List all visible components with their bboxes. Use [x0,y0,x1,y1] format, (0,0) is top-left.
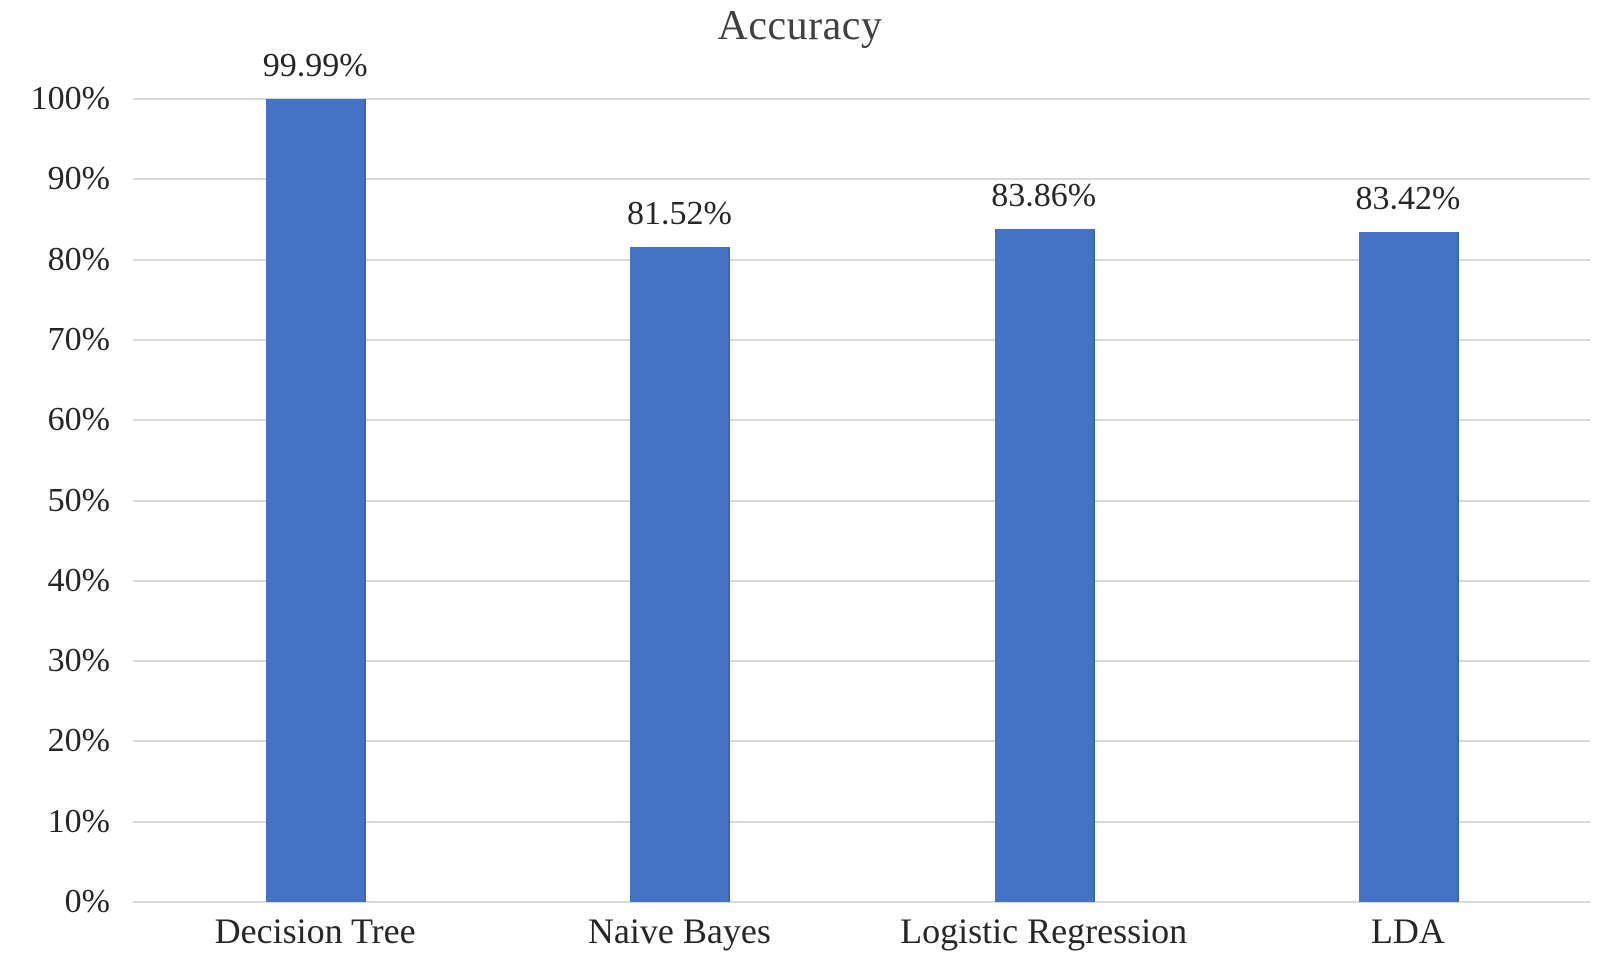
gridline [133,419,1590,422]
y-tick-label: 60% [47,401,110,439]
y-tick-label: 70% [47,320,110,358]
category-label-logistic-regression: Logistic Regression [900,911,1188,951]
category-label-lda: LDA [1370,911,1445,951]
chart-title: Accuracy [717,3,883,49]
gridline [133,579,1590,582]
gridline [133,178,1590,181]
bar-value-label: 83.86% [991,176,1097,214]
gridline [133,820,1590,823]
gridline [133,98,1590,100]
bar-logistic-regression [994,228,1095,902]
gridline [133,660,1590,663]
y-tick-label: 20% [47,722,110,760]
bar-value-label: 83.42% [1355,180,1461,218]
gridline [133,499,1590,502]
gridline [133,338,1590,341]
y-tick-label: 0% [64,883,110,920]
bar-value-label: 81.52% [626,195,732,233]
category-label-naive-bayes: Naive Bayes [587,911,771,951]
y-axis: 0% 10% 20% 30% 40% 50% 60% 70% 80% 90% 100% [0,80,110,920]
bar-decision-tree [266,99,367,902]
category-label-decision-tree: Decision Tree [214,911,416,951]
y-tick-label: 10% [47,802,110,840]
y-tick-label: 90% [47,160,110,198]
y-tick-label: 100% [30,80,110,117]
y-tick-label: 80% [47,240,110,278]
y-tick-label: 40% [47,561,110,599]
bar-lda [1358,232,1459,902]
gridline [133,258,1590,261]
plot-area: 99.99% 81.52% 83.86% 83.42% [133,47,1590,903]
y-tick-label: 30% [47,642,110,680]
y-tick-label: 50% [47,481,110,519]
bar-naive-bayes [630,247,731,902]
x-axis: Decision Tree Naive Bayes Logistic Regress… [133,910,1590,952]
bar-value-label: 99.99% [262,47,368,85]
x-axis-baseline [133,901,1590,903]
gridline [133,740,1590,743]
